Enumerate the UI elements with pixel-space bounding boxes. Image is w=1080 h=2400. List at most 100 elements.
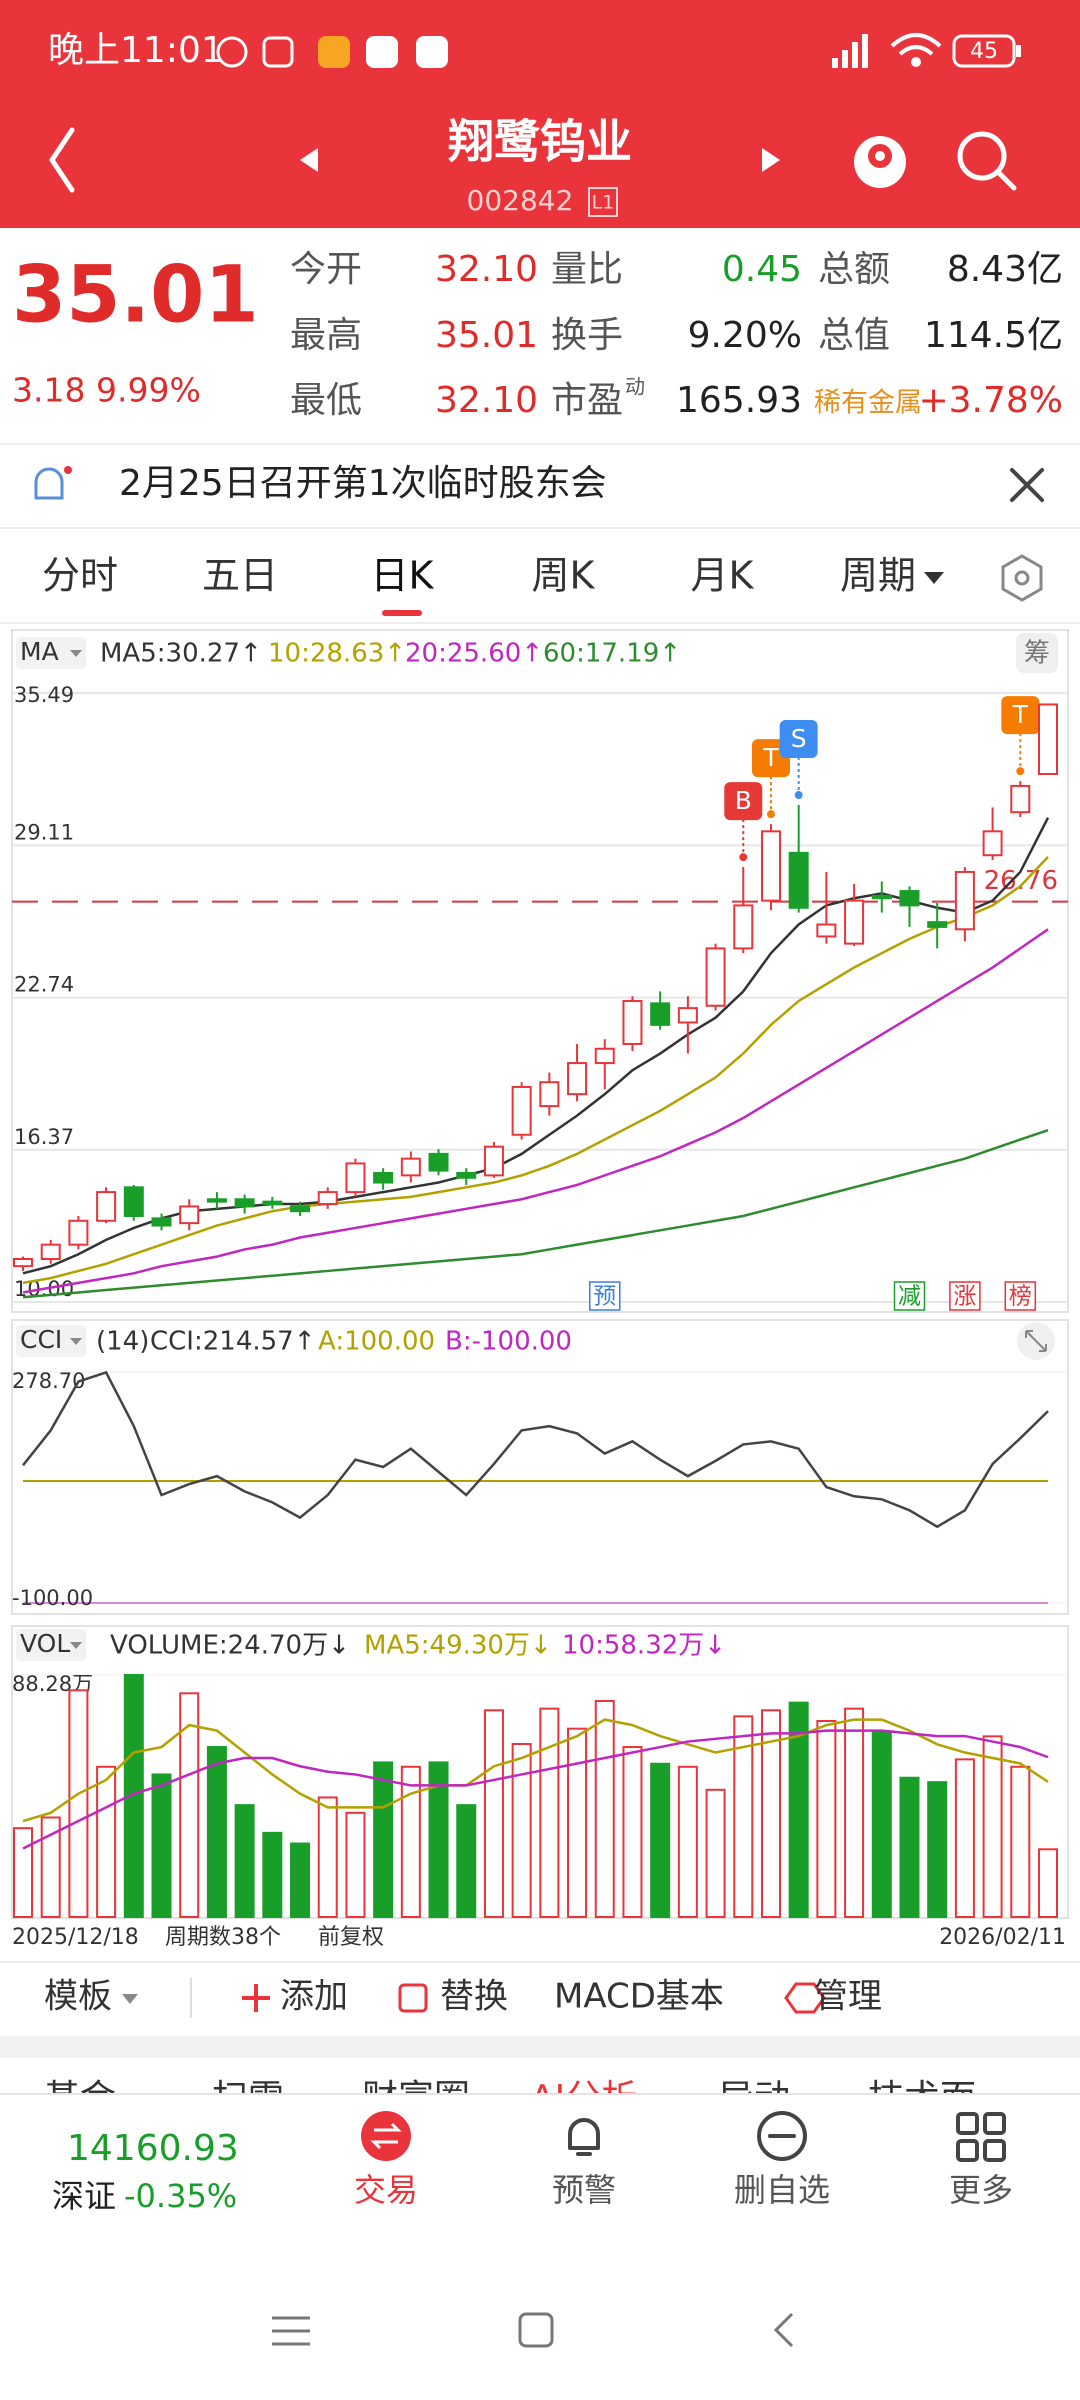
chip-label[interactable]: 筹 <box>1024 639 1050 669</box>
battery <box>952 34 1016 68</box>
legend-entry: 60:17.19↑ <box>543 639 681 669</box>
candle-body <box>677 1007 698 1024</box>
candle-body <box>1010 784 1031 814</box>
candle-body <box>428 1152 449 1172</box>
candle-body <box>68 1219 89 1246</box>
candle-body <box>373 1171 394 1184</box>
event-badge <box>1004 1281 1037 1311</box>
volume-ma-line <box>22 1718 1049 1823</box>
status-time: 晚上11:01 <box>48 30 224 71</box>
candle-body <box>123 1186 144 1217</box>
manage-button[interactable]: 管理 <box>814 1977 882 2017</box>
candle-body <box>1038 703 1058 775</box>
sub-tab: AI分析 <box>530 2078 637 2119</box>
legend-entry: CCI:214.57↑ <box>150 1327 316 1357</box>
start-date: 2025/12/18 <box>12 1925 139 1950</box>
candle-body <box>290 1205 311 1213</box>
candle-body <box>456 1171 477 1179</box>
tab[interactable]: 分时 <box>42 554 118 598</box>
chip-button <box>1016 633 1058 673</box>
toolbar: 模板 添加 替换 MACD基本 管理 <box>44 1977 882 2018</box>
event-badge <box>589 1281 621 1311</box>
tab[interactable]: 周K <box>532 554 596 598</box>
event-label: 减 <box>898 1284 921 1310</box>
volume-bar <box>954 1758 975 1919</box>
indicator-name: VOL <box>20 1629 70 1658</box>
dropdown-arrow <box>70 1338 82 1345</box>
prev-stock[interactable] <box>300 148 318 172</box>
volume-bar <box>844 1707 865 1918</box>
cci-line <box>22 1370 1049 1529</box>
close-notice[interactable] <box>1010 468 1044 502</box>
change: 3.18 <box>12 371 85 410</box>
nav-remove[interactable]: 删自选 <box>734 2171 830 2209</box>
candle-body <box>96 1191 117 1222</box>
level-box <box>588 187 618 217</box>
volume-bar <box>511 1743 532 1919</box>
legend-entry: 10:58.32万↓ <box>562 1631 726 1661</box>
back-button[interactable] <box>49 127 75 193</box>
nav-more[interactable]: 更多 <box>949 2171 1013 2209</box>
legend-entry: VOLUME:24.70万↓ <box>110 1631 350 1661</box>
quote-value: 9.20% <box>688 315 802 356</box>
index-name: 深证 <box>52 2177 116 2215</box>
tab[interactable]: 月K <box>691 554 755 598</box>
sector-name[interactable]: 稀有金属 <box>814 388 922 419</box>
quote-value: 0.45 <box>722 249 802 290</box>
sub-tab: 基金 <box>44 2078 116 2119</box>
template-button[interactable]: 模板 <box>44 1977 112 2017</box>
indicator-button <box>16 1325 86 1357</box>
volume-bar <box>982 1735 1003 1919</box>
adjust-mode[interactable]: 前复权 <box>318 1925 384 1950</box>
legend-entry: MA5:49.30万↓ <box>364 1631 552 1661</box>
home-key[interactable] <box>518 2312 554 2348</box>
last-price: 35.01 <box>12 250 259 340</box>
next-stock[interactable] <box>762 148 780 172</box>
tab[interactable]: 日K <box>371 554 435 598</box>
candle-body <box>151 1217 172 1227</box>
search-button[interactable] <box>957 131 1017 191</box>
battery-tip <box>1016 45 1021 57</box>
legend-entry: 10:28.63↑ <box>268 639 406 669</box>
back-key[interactable] <box>773 2312 794 2348</box>
add-button[interactable]: 添加 <box>280 1977 348 2017</box>
indicator-button[interactable]: MACD基本 <box>554 1977 724 2017</box>
y-tick-label: 29.11 <box>14 820 74 844</box>
remove-icon <box>757 2111 807 2161</box>
notice-bar[interactable] <box>0 444 1080 528</box>
signal-badge <box>779 720 818 759</box>
volume-bar <box>539 1707 560 1918</box>
volume-bar <box>677 1765 698 1918</box>
candle-body <box>816 923 837 938</box>
volume-bar <box>594 1699 615 1918</box>
indicator-button <box>16 1629 86 1661</box>
expand-icon[interactable] <box>1017 1322 1055 1360</box>
volume-bar <box>733 1715 754 1919</box>
legend-entry: A:100.00 <box>318 1327 435 1357</box>
main-panel <box>11 629 1069 1313</box>
y-tick-label: 22.74 <box>14 973 74 997</box>
settings-button[interactable] <box>1001 554 1043 602</box>
change-pct: 9.99% <box>96 371 201 410</box>
candle-body <box>705 947 726 1007</box>
candle-body <box>927 921 948 928</box>
tab[interactable]: 周期 <box>840 554 916 598</box>
status-icons <box>216 36 448 68</box>
volume-bar <box>317 1796 338 1919</box>
candle-body <box>899 890 920 907</box>
candle-body <box>539 1081 560 1108</box>
quote-label: 今开 <box>290 249 362 290</box>
replace-button[interactable]: 替换 <box>440 1977 508 2017</box>
notice-text[interactable]: 2月25日召开第1次临时股东会 <box>119 463 607 504</box>
volume-bar <box>206 1746 227 1918</box>
volume-bar <box>96 1765 117 1918</box>
signal-label: B <box>735 786 752 815</box>
nav-trade[interactable]: 交易 <box>354 2171 418 2209</box>
tab[interactable]: 五日 <box>202 554 278 598</box>
menu-key[interactable] <box>272 2316 310 2346</box>
quote-value: 32.10 <box>435 380 538 421</box>
candle-body <box>650 1002 671 1026</box>
mascot-button[interactable] <box>854 136 906 188</box>
nav-alert[interactable]: 预警 <box>552 2171 616 2209</box>
